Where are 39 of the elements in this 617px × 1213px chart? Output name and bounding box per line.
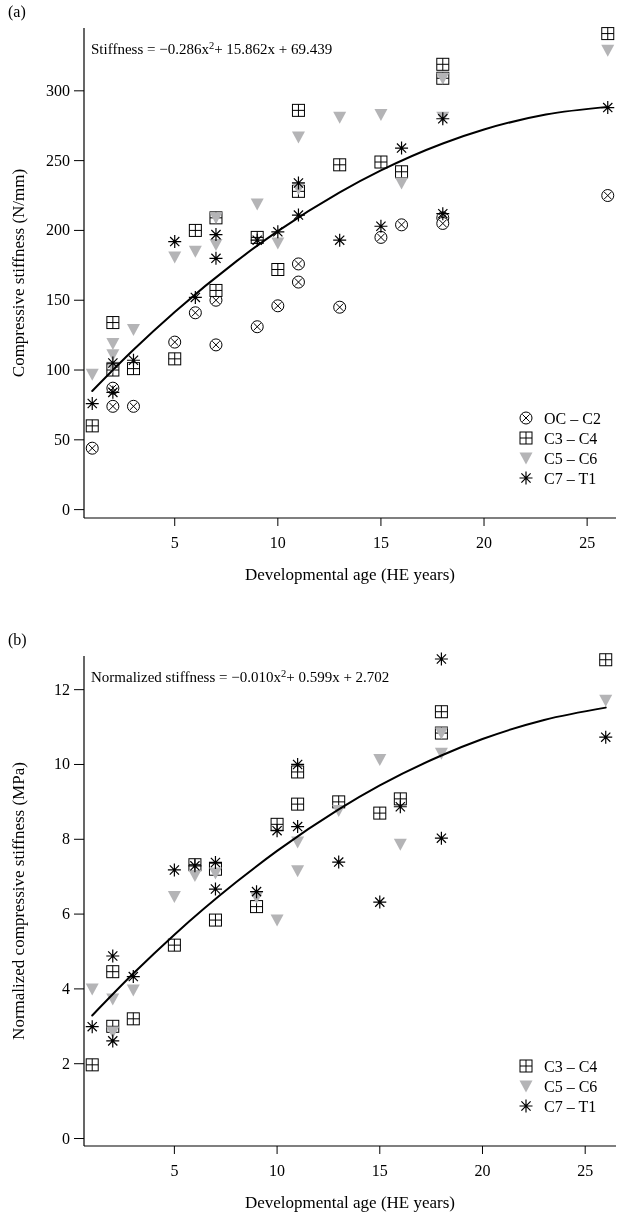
y-tick-label: 100 — [46, 361, 70, 379]
x-tick-label: 25 — [577, 1162, 594, 1179]
y-tick-label: 250 — [46, 151, 70, 169]
x-tick-label: 15 — [372, 534, 389, 551]
legend-label: C7 – T1 — [544, 470, 597, 487]
annotation: Stiffness = −0.286x$^{2}$+ 15.862x + 69.439 — [91, 39, 333, 57]
y-tick-label: 0 — [62, 500, 70, 518]
legend-label: C3 – C4 — [544, 430, 598, 447]
x-tick-label: 5 — [170, 1162, 179, 1179]
y-tick-label: 12 — [54, 680, 70, 698]
x-tick-label: 20 — [474, 1162, 491, 1179]
y-tick-label: 50 — [54, 430, 70, 448]
x-tick-label: 5 — [170, 534, 179, 551]
legend-label: OC – C2 — [544, 410, 601, 427]
y-tick-label: 300 — [46, 81, 70, 99]
x-tick-label: 20 — [476, 534, 493, 551]
x-tick-label: 10 — [269, 1162, 286, 1179]
x-tick-label: 15 — [371, 1162, 388, 1179]
y-tick-label: 2 — [62, 1054, 70, 1072]
legend-label: C5 – C6 — [544, 1078, 598, 1095]
legend-label: C5 – C6 — [544, 450, 598, 467]
chart-title: (a) — [8, 3, 26, 21]
y-tick-label: 0 — [62, 1129, 70, 1147]
y-tick-label: 10 — [54, 755, 70, 773]
chart-title: (b) — [8, 631, 27, 649]
y-tick-label: 8 — [62, 830, 70, 848]
x-axis-title: Developmental age (HE years) — [244, 565, 456, 584]
x-axis-title: Developmental age (HE years) — [244, 1193, 456, 1212]
x-tick-label: 10 — [269, 534, 286, 551]
y-tick-label: 4 — [62, 979, 70, 997]
y-axis-title: Normalized compressive stiffness (MPa) — [9, 762, 28, 1040]
y-tick-label: 200 — [46, 221, 70, 239]
y-tick-label: 150 — [46, 291, 70, 309]
x-tick-label: 25 — [579, 534, 596, 551]
annotation: Normalized stiffness = −0.010x$^{2}$+ 0.599x + 2.702 — [91, 667, 390, 685]
y-axis-title: Compressive stiffness (N/mm) — [9, 168, 28, 378]
legend-label: C7 – T1 — [544, 1098, 597, 1115]
legend-label: C3 – C4 — [544, 1058, 598, 1075]
y-tick-label: 6 — [62, 905, 70, 923]
